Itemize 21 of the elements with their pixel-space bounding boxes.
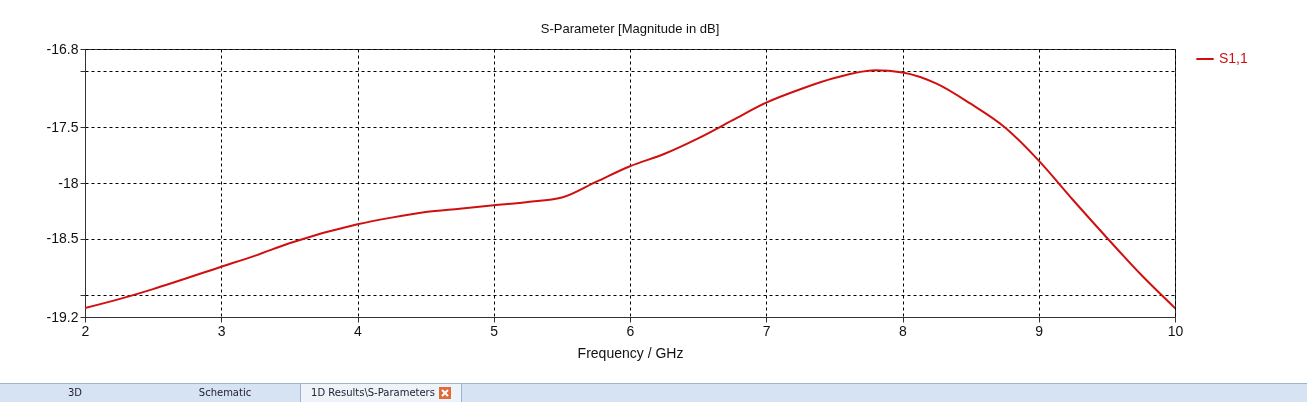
chart-title: S-Parameter [Magnitude in dB]	[540, 21, 720, 36]
y-tick-label: -19.2	[46, 308, 79, 325]
legend-label: S1,1	[1219, 50, 1249, 66]
text: Schematic	[198, 387, 252, 398]
x-tick-label: 4	[354, 322, 363, 339]
text: 3D	[67, 387, 83, 398]
x-tick-label: 10	[1167, 322, 1184, 339]
y-tick-label: -18	[58, 174, 79, 191]
x-tick-label: 2	[81, 322, 90, 339]
y-tick-label: -17.5	[46, 118, 79, 135]
y-tick-label: -18.5	[46, 230, 79, 247]
text: 1D Results\S-Parameters	[311, 387, 435, 398]
line-series	[85, 69, 1175, 310]
y-tick-label: -16.8	[46, 40, 79, 57]
x-tick-label: 8	[899, 322, 908, 339]
x-tick-label: 9	[1035, 322, 1044, 339]
x-axis-title: Frequency / GHz	[577, 344, 684, 361]
x-tick-label: 5	[490, 322, 499, 339]
x-tick-label: 3	[217, 322, 226, 339]
x-tick-label: 6	[626, 322, 635, 339]
x-tick-label: 7	[762, 322, 771, 339]
